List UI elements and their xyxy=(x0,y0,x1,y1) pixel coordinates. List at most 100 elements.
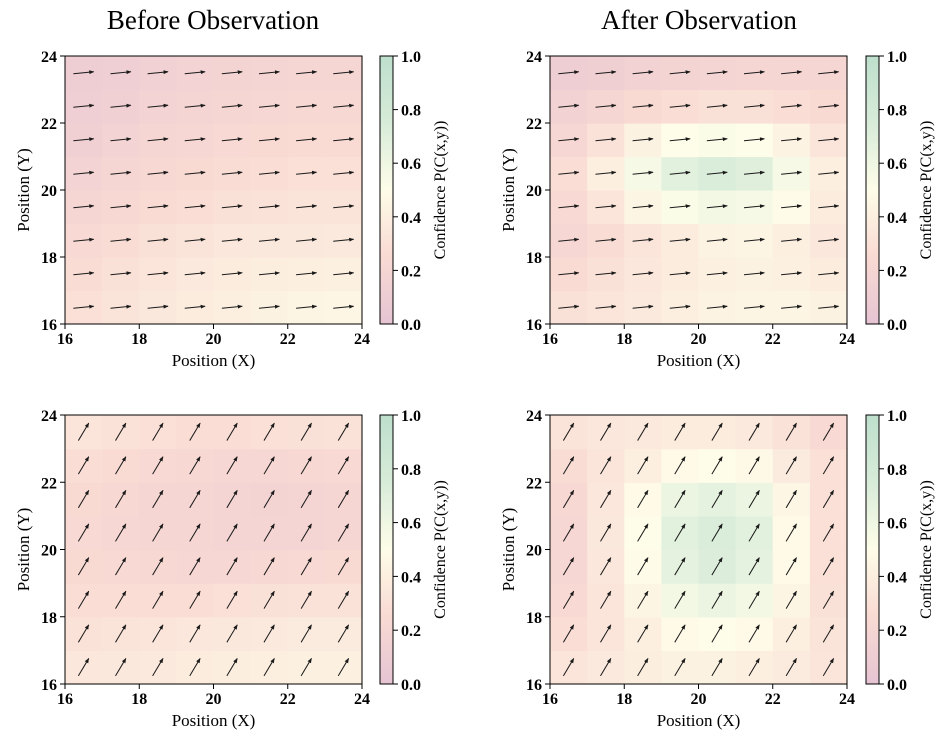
vector-arrow xyxy=(822,590,835,609)
vector-arrow xyxy=(333,170,355,175)
vector-arrow xyxy=(600,422,612,441)
vector-arrow xyxy=(258,304,280,309)
vector-arrow xyxy=(632,137,654,142)
vector-arrow xyxy=(600,456,612,475)
vector-arrow xyxy=(637,523,649,542)
vector-arrow xyxy=(110,70,132,75)
vector-arrow xyxy=(669,103,691,108)
y-axis-label: Position (Y) xyxy=(499,148,518,232)
colorbar-tick-label: 0.4 xyxy=(887,210,907,227)
vector-arrow xyxy=(743,137,765,142)
vector-arrow xyxy=(637,590,649,609)
x-tick-label: 16 xyxy=(57,691,73,708)
vector-arrow xyxy=(632,237,654,242)
vector-arrow xyxy=(184,237,206,242)
vector-arrow xyxy=(785,590,797,609)
vector-arrow xyxy=(77,489,90,509)
vector-arrow xyxy=(110,271,132,276)
vector-arrow xyxy=(711,523,723,542)
vector-arrow xyxy=(748,624,760,643)
vector-arrow xyxy=(221,137,243,142)
vector-arrow xyxy=(637,658,649,677)
x-tick-label: 22 xyxy=(765,691,781,708)
vector-arrow xyxy=(189,523,201,542)
vector-arrow xyxy=(674,489,686,509)
vector-arrow xyxy=(77,422,90,441)
vector-arrow xyxy=(558,271,580,276)
vector-arrow xyxy=(73,137,95,142)
vector-arrow xyxy=(600,489,612,509)
vector-arrow xyxy=(669,237,691,242)
vector-arrow xyxy=(674,456,686,475)
vector-arrow xyxy=(258,271,280,276)
vector-arrow xyxy=(147,170,169,175)
vector-arrow xyxy=(152,658,164,677)
vector-arrow xyxy=(558,103,580,108)
colorbar-tick-label: 0.8 xyxy=(401,462,421,479)
vector-arrow xyxy=(110,237,132,242)
vector-arrow xyxy=(822,557,835,576)
vector-arrow xyxy=(785,624,797,643)
vector-arrow xyxy=(73,304,95,309)
vector-arrow xyxy=(818,204,840,209)
vector-arrow xyxy=(110,137,132,142)
vector-arrow xyxy=(818,70,840,75)
vector-arrow xyxy=(333,103,355,108)
vector-arrow xyxy=(296,271,318,276)
vector-arrow xyxy=(221,103,243,108)
y-tick-label: 24 xyxy=(526,408,542,425)
vector-arrow xyxy=(152,422,164,441)
vector-arrow xyxy=(818,304,840,309)
vector-arrow xyxy=(818,271,840,276)
vector-arrow xyxy=(562,590,575,609)
vector-arrow xyxy=(115,658,127,677)
column-title-after: After Observation xyxy=(601,5,797,35)
vector-arrow xyxy=(189,456,201,475)
colorbar xyxy=(865,55,880,325)
vector-arrow xyxy=(785,658,797,677)
panel-top-left: 16 18 20 22 24 16 18 20 22 24 Position (X) Position… xyxy=(14,49,449,370)
vector-arrow xyxy=(263,456,275,475)
vector-arrow xyxy=(152,523,164,542)
x-tick-label: 22 xyxy=(280,331,296,348)
vector-arrow xyxy=(822,422,835,441)
colorbar-label: Confidence P(C(x,y)) xyxy=(918,480,935,619)
vector-arrow xyxy=(73,170,95,175)
vector-arrow xyxy=(818,170,840,175)
colorbar-tick-label: 0.6 xyxy=(887,516,907,533)
vector-arrow xyxy=(73,70,95,75)
y-tick-label: 22 xyxy=(526,475,542,492)
vector-arrow xyxy=(333,304,355,309)
vector-arrow xyxy=(263,557,275,576)
x-tick-label: 16 xyxy=(57,331,73,348)
vector-arrow xyxy=(77,658,90,677)
vector-arrow xyxy=(562,422,575,441)
vector-arrow xyxy=(595,271,617,276)
vector-arrow xyxy=(147,70,169,75)
x-tick-label: 20 xyxy=(206,331,222,348)
vector-arrow xyxy=(115,624,127,643)
vector-arrow xyxy=(711,557,723,576)
vector-arrow xyxy=(743,103,765,108)
vector-arrow xyxy=(258,170,280,175)
x-tick-label: 20 xyxy=(691,331,707,348)
vector-arrow xyxy=(781,103,803,108)
vector-arrow xyxy=(333,271,355,276)
vector-arrow xyxy=(711,658,723,677)
x-tick-label: 18 xyxy=(616,331,632,348)
vector-arrow xyxy=(296,204,318,209)
colorbar-tick-label: 0.8 xyxy=(401,103,421,120)
vector-arrow xyxy=(184,137,206,142)
vector-arrow xyxy=(632,204,654,209)
vector-arrow xyxy=(781,237,803,242)
vector-arrow xyxy=(818,237,840,242)
vector-arrow xyxy=(595,137,617,142)
vector-arrow xyxy=(637,489,649,509)
x-tick-label: 24 xyxy=(839,691,855,708)
y-tick-label: 20 xyxy=(526,543,542,560)
vector-arrow xyxy=(115,422,127,441)
vector-arrow xyxy=(337,489,350,509)
x-tick-label: 20 xyxy=(691,691,707,708)
colorbar-label: Confidence P(C(x,y)) xyxy=(432,480,449,619)
vector-arrow xyxy=(674,590,686,609)
